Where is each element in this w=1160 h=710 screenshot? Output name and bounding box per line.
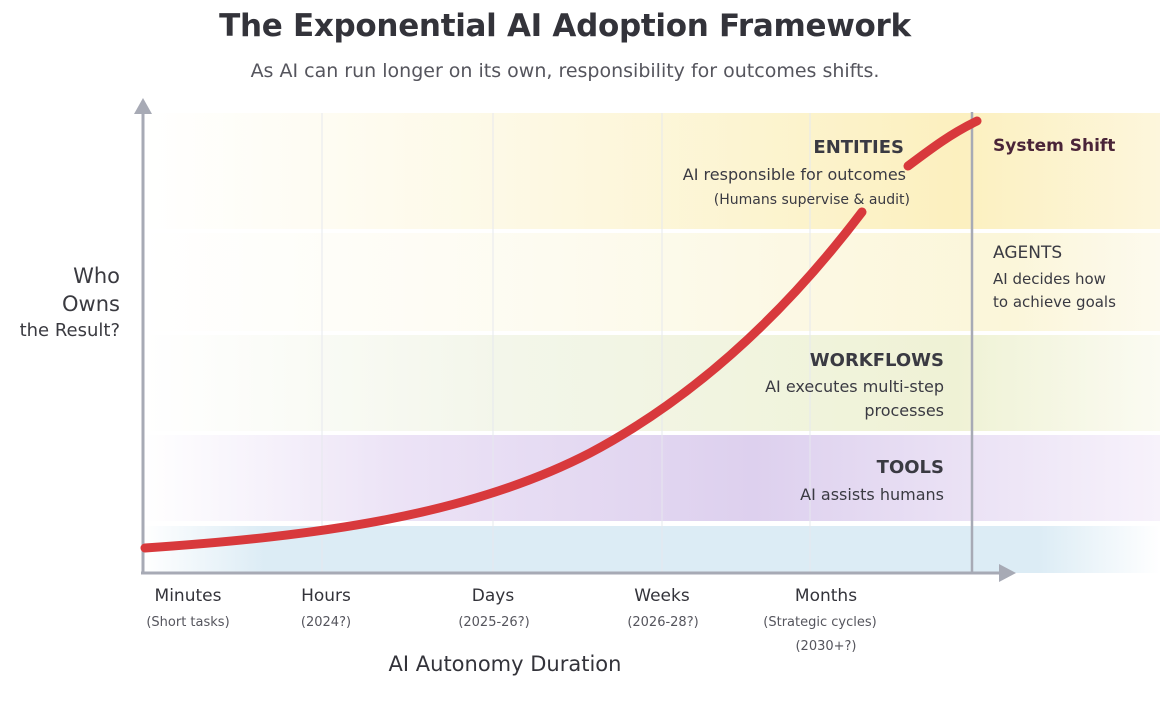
workflows-desc-line1: AI executes multi-step <box>765 377 944 396</box>
tools-title: TOOLS <box>876 457 944 478</box>
x-axis-label: AI Autonomy Duration <box>388 652 622 676</box>
y-axis-label-line3: the Result? <box>19 320 120 341</box>
diagram-subtitle: As AI can run longer on its own, respons… <box>250 60 880 82</box>
x-tick-months-sub2: (2030+?) <box>795 639 857 654</box>
x-tick-days: Days <box>471 586 515 606</box>
x-tick-hours: Hours <box>301 586 351 606</box>
x-tick-months: Months <box>794 586 858 606</box>
agents-title: AGENTS <box>993 243 1063 263</box>
agents-desc-line2: to achieve goals <box>993 293 1116 311</box>
x-tick-minutes-sub: (Short tasks) <box>146 615 230 630</box>
agents-band <box>143 233 1160 331</box>
entities-title: ENTITIES <box>813 137 904 158</box>
adoption-curve <box>140 207 867 553</box>
x-axis-arrow-icon <box>999 564 1016 582</box>
y-axis-label-line1: Who <box>73 264 120 288</box>
y-axis-arrow-icon <box>134 98 152 114</box>
y-axis-label-line2: Owns <box>62 292 120 316</box>
x-tick-minutes: Minutes <box>154 586 222 606</box>
agents-desc-line1: AI decides how <box>993 270 1106 288</box>
adoption-curve-top <box>903 116 982 171</box>
tools-band <box>143 435 1160 521</box>
system-shift-label: System Shift <box>993 136 1116 156</box>
x-tick-weeks: Weeks <box>634 586 690 606</box>
diagram-title: The Exponential AI Adoption Framework <box>219 8 911 44</box>
entities-note: (Humans supervise & audit) <box>713 192 910 208</box>
entities-band <box>143 113 1160 229</box>
x-tick-days-sub: (2025-26?) <box>458 615 530 630</box>
workflows-desc-line2: processes <box>864 401 944 420</box>
x-tick-hours-sub: (2024?) <box>300 615 352 630</box>
x-tick-weeks-sub: (2026-28?) <box>627 615 699 630</box>
entities-desc: AI responsible for outcomes <box>682 165 906 184</box>
x-tick-months-sub1: (Strategic cycles) <box>763 615 877 630</box>
workflows-title: WORKFLOWS <box>809 350 944 371</box>
tools-desc: AI assists humans <box>800 485 944 504</box>
